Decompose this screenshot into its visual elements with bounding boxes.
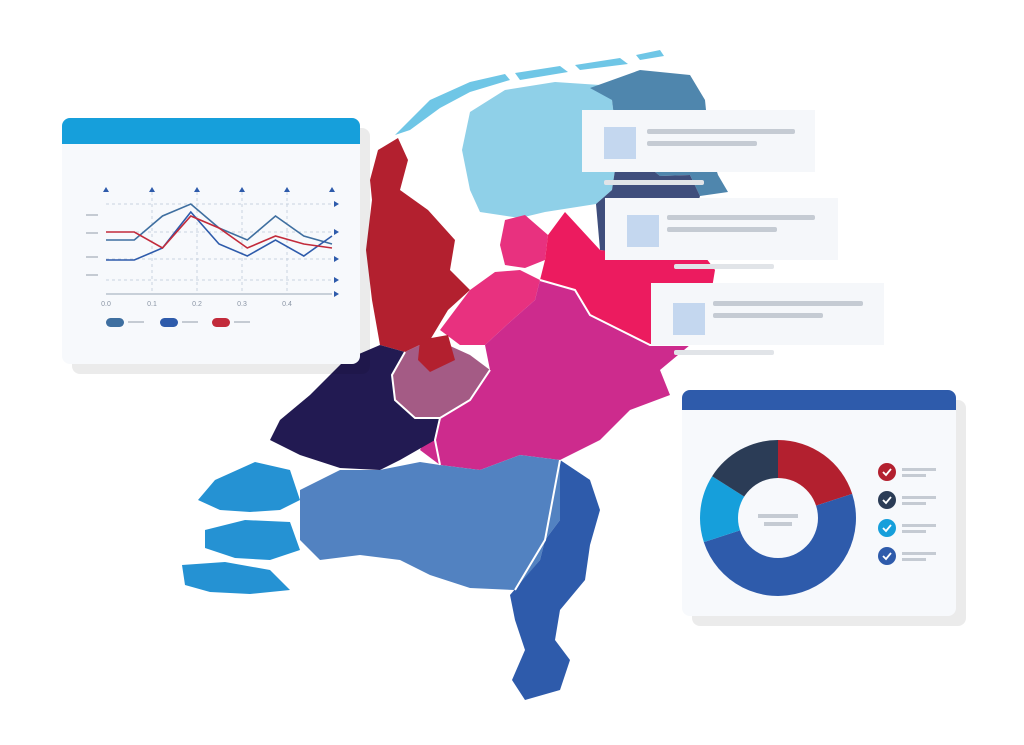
panel-thumbnail: [673, 303, 705, 335]
axis-arrow: [103, 187, 109, 192]
legend-label-placeholder: [234, 321, 250, 323]
line-chart-legend: [106, 318, 250, 327]
donut-center-line: [758, 514, 798, 518]
panel-shadow-line: [674, 264, 774, 269]
line-chart-ticks: 0.0 0.1 0.2 0.3 0.4: [101, 301, 292, 308]
region-friesland: [462, 82, 618, 218]
info-panel-3: [651, 283, 884, 345]
y-axis-stub: [86, 274, 98, 276]
region-gelderland: [420, 280, 690, 470]
donut-chart-card-header: [682, 390, 956, 410]
donut-chart: [700, 440, 936, 596]
axis-arrow: [334, 201, 339, 207]
axis-arrow: [284, 187, 290, 192]
panel-line: [667, 215, 815, 220]
series-line: [106, 210, 333, 261]
check-icon-mark: [882, 468, 892, 477]
axis-arrow: [334, 277, 339, 283]
legend-swatch: [106, 318, 124, 327]
region-zuid-holland: [270, 345, 440, 470]
legend-label-placeholder: [128, 321, 144, 323]
panel-line: [647, 129, 795, 134]
region-utrecht: [392, 340, 490, 418]
region-noord-holland: [366, 138, 470, 352]
line-chart-card: 0.0 0.1 0.2 0.3 0.4: [62, 118, 360, 364]
series-line: [106, 203, 333, 245]
panel-shadow-line: [674, 350, 774, 355]
panel-line: [713, 313, 823, 318]
x-tick-label: 0.1: [147, 301, 157, 308]
donut-chart-card: [682, 390, 956, 616]
x-tick-label: 0.0: [101, 301, 111, 308]
legend-label-placeholder: [182, 321, 198, 323]
axis-arrow: [239, 187, 245, 192]
axis-arrow: [334, 256, 339, 262]
series-line: [106, 215, 333, 250]
legend-label-placeholder: [902, 502, 926, 505]
panel-thumbnail: [604, 127, 636, 159]
info-panel-2: [605, 198, 838, 260]
check-icon-mark: [882, 524, 892, 533]
axis-arrow: [194, 187, 200, 192]
legend-swatch: [212, 318, 230, 327]
region-zeeland: [182, 462, 300, 594]
legend-label-placeholder: [902, 530, 926, 533]
check-icon: [878, 463, 896, 481]
panel-thumbnail: [627, 215, 659, 247]
x-tick-label: 0.3: [237, 301, 247, 308]
y-axis-stub: [86, 232, 98, 234]
panel-line: [647, 141, 757, 146]
line-chart-card-header: [62, 118, 360, 144]
wadden-islands: [395, 50, 664, 135]
donut-legend: [878, 463, 936, 565]
axis-arrow: [149, 187, 155, 192]
x-tick-label: 0.4: [282, 301, 292, 308]
region-amsterdam: [418, 335, 455, 372]
region-borders: [390, 279, 690, 591]
y-axis-stub: [86, 256, 98, 258]
axis-arrow: [334, 291, 339, 297]
legend-label-placeholder: [902, 558, 926, 561]
info-panel-1: [582, 110, 815, 172]
legend-label-placeholder: [902, 468, 936, 471]
region-limburg: [510, 460, 600, 700]
legend-swatch: [160, 318, 178, 327]
region-flevoland: [440, 215, 548, 345]
panel-line: [667, 227, 777, 232]
y-axis-stub: [86, 214, 98, 216]
check-icon: [878, 519, 896, 537]
legend-label-placeholder: [902, 474, 926, 477]
line-chart-series: [106, 203, 333, 261]
panel-line: [713, 301, 863, 306]
legend-label-placeholder: [902, 496, 936, 499]
donut-center-line: [764, 522, 792, 526]
x-tick-label: 0.2: [192, 301, 202, 308]
axis-arrow: [329, 187, 335, 192]
panel-shadow-line: [604, 180, 704, 185]
region-noord-brabant: [300, 455, 590, 590]
check-icon-mark: [882, 496, 892, 505]
legend-label-placeholder: [902, 524, 936, 527]
legend-label-placeholder: [902, 552, 936, 555]
check-icon-mark: [882, 552, 892, 561]
check-icon: [878, 547, 896, 565]
axis-arrow: [334, 229, 339, 235]
check-icon: [878, 491, 896, 509]
line-chart: 0.0 0.1 0.2 0.3 0.4: [86, 187, 339, 327]
line-chart-grid: [86, 187, 339, 297]
